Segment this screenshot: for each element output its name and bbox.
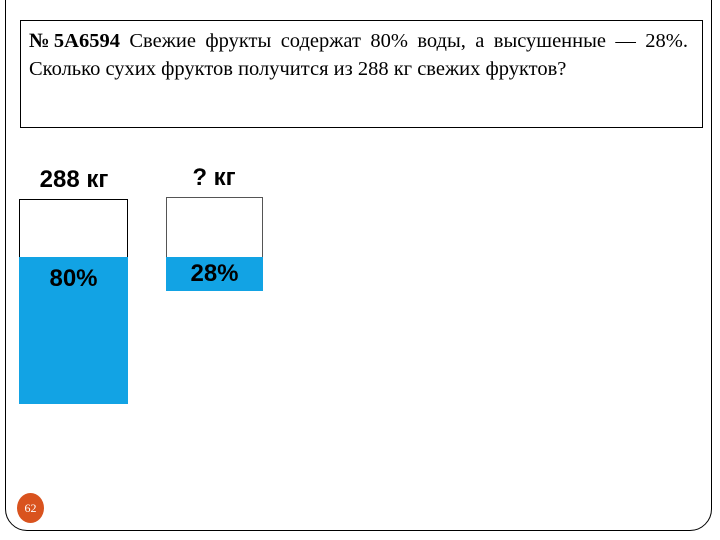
dried-water-label: 28% — [190, 260, 239, 287]
slide-number-badge: 62 — [17, 493, 44, 523]
dried-water-part: 28% — [166, 257, 263, 291]
fresh-mass-label: 288 кг — [39, 166, 109, 193]
dried-mass-label: ? кг — [192, 164, 236, 191]
problem-text: Свежие фрукты содержат 80% воды, а высуш… — [29, 30, 689, 80]
slide-frame — [5, 0, 712, 531]
fresh-dry-part — [19, 199, 128, 257]
problem-statement: №5А6594 Свежие фрукты содержат 80% воды,… — [20, 20, 703, 128]
fresh-water-label: 80% — [49, 265, 98, 292]
fresh-water-part: 80% — [19, 257, 128, 404]
problem-number: №5А6594 — [29, 30, 120, 52]
dried-dry-part — [166, 197, 263, 257]
